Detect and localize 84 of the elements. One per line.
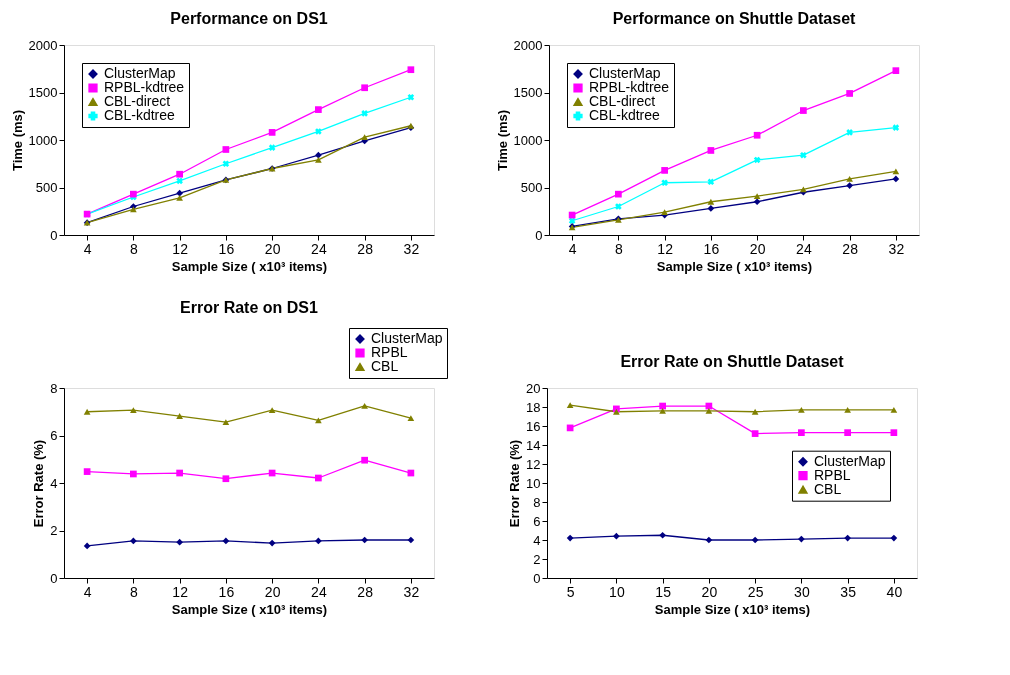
legend-label: CBL-direct — [589, 93, 656, 109]
x-tick-label: 12 — [172, 240, 189, 257]
legend-label: RPBL — [814, 466, 851, 483]
y-tick-label: 2000 — [513, 37, 543, 53]
x-tick-label: 16 — [218, 583, 235, 600]
legend-label: CBL — [371, 358, 399, 374]
x-tick-label: 35 — [840, 583, 857, 600]
x-tick-label: 10 — [609, 583, 625, 600]
x-tick-label: 25 — [747, 583, 764, 600]
x-tick-label: 32 — [403, 240, 420, 257]
x-tick-label: 15 — [655, 583, 672, 600]
x-tick-label: 30 — [794, 583, 810, 600]
x-tick-label: 24 — [796, 240, 812, 257]
y-tick-label: 1500 — [513, 85, 543, 100]
x-tick-label: 16 — [218, 240, 235, 257]
x-axis-title: Sample Size ( x10³ items) — [171, 601, 328, 617]
y-tick-label: 4 — [50, 475, 58, 491]
legend-label: CBL-kdtree — [589, 107, 661, 123]
x-tick-label: 20 — [749, 240, 766, 257]
y-tick-label: 16 — [526, 418, 541, 434]
x-axis-title: Sample Size ( x10³ items) — [654, 601, 811, 617]
y-tick-label: 10 — [526, 475, 541, 491]
legend-label: RPBL-kdtree — [104, 79, 185, 95]
y-tick-label: 6 — [50, 428, 58, 443]
y-tick-label: 500 — [35, 180, 58, 195]
legend-label: ClusterMap — [589, 65, 661, 81]
legend-label: CBL — [814, 480, 842, 497]
x-tick-label: 8 — [614, 240, 623, 257]
y-tick-label: 500 — [520, 180, 543, 195]
x-axis-title: Sample Size ( x10³ items) — [171, 258, 328, 274]
legend-label: ClusterMap — [371, 330, 443, 346]
x-tick-label: 32 — [403, 583, 420, 600]
y-tick-label: 1000 — [513, 132, 543, 148]
x-tick-label: 24 — [311, 583, 327, 600]
x-tick-label: 16 — [703, 240, 720, 257]
x-tick-label: 12 — [172, 583, 189, 600]
x-tick-label: 20 — [264, 583, 281, 600]
y-tick-label: 0 — [50, 570, 58, 586]
x-tick-label: 32 — [888, 240, 905, 257]
legend-label: CBL-direct — [104, 93, 171, 109]
x-tick-label: 20 — [701, 583, 718, 600]
y-tick-label: 2 — [533, 551, 541, 567]
x-tick-label: 4 — [568, 240, 577, 257]
y-axis-title: Error Rate (%) — [507, 439, 523, 528]
legend-label: RPBL-kdtree — [589, 79, 670, 95]
y-tick-label: 8 — [50, 380, 58, 396]
y-axis-title: Error Rate (%) — [31, 439, 47, 528]
y-tick-label: 0 — [535, 227, 543, 243]
legend-label: ClusterMap — [104, 65, 176, 81]
x-tick-label: 28 — [357, 240, 374, 257]
y-tick-label: 12 — [526, 456, 541, 472]
chart-title: Performance on Shuttle Dataset — [612, 10, 857, 27]
y-tick-label: 2000 — [28, 37, 58, 53]
chart-title: Performance on DS1 — [170, 10, 328, 27]
y-tick-label: 2 — [50, 523, 58, 538]
y-tick-label: 6 — [533, 513, 541, 529]
x-tick-label: 12 — [657, 240, 674, 257]
y-tick-label: 1000 — [28, 132, 58, 148]
x-axis-title: Sample Size ( x10³ items) — [656, 258, 813, 274]
y-tick-label: 0 — [533, 570, 541, 586]
x-tick-label: 28 — [842, 240, 859, 257]
x-tick-label: 8 — [129, 583, 138, 600]
y-axis-title: Time (ms) — [9, 109, 25, 172]
y-tick-label: 18 — [526, 399, 541, 415]
y-tick-label: 20 — [526, 380, 541, 396]
chart-title: Error Rate on Shuttle Dataset — [620, 353, 845, 370]
legend-label: RPBL — [371, 344, 408, 360]
y-tick-label: 0 — [50, 227, 58, 243]
legend-label: ClusterMap — [814, 452, 886, 469]
x-tick-label: 8 — [129, 240, 138, 257]
y-tick-label: 1500 — [28, 85, 58, 100]
x-tick-label: 24 — [311, 240, 327, 257]
x-tick-label: 4 — [83, 240, 92, 257]
y-tick-label: 8 — [533, 494, 541, 510]
y-axis-title: Time (ms) — [494, 109, 510, 172]
x-tick-label: 4 — [83, 583, 92, 600]
y-tick-label: 4 — [533, 532, 541, 548]
y-tick-label: 14 — [526, 437, 541, 453]
chart-title: Error Rate on DS1 — [180, 298, 319, 316]
x-tick-label: 5 — [566, 583, 575, 600]
x-tick-label: 20 — [264, 240, 281, 257]
legend-label: CBL-kdtree — [104, 107, 176, 123]
x-tick-label: 28 — [357, 583, 374, 600]
x-tick-label: 40 — [886, 583, 903, 600]
